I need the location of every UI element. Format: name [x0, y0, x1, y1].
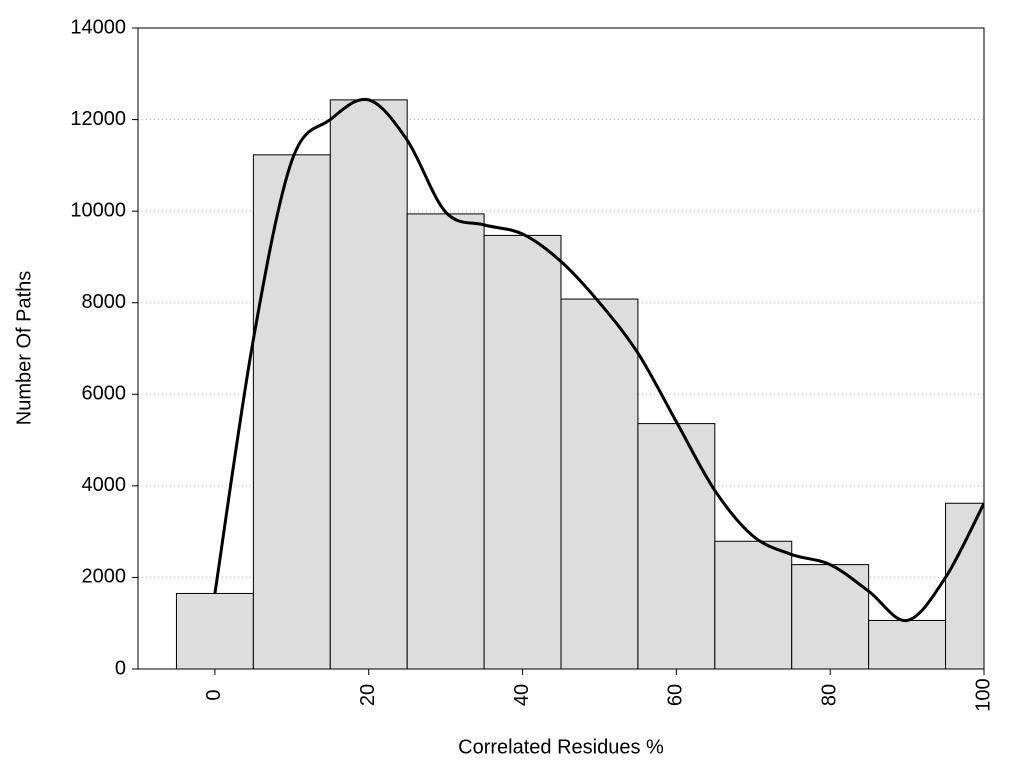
bar	[483, 234, 562, 669]
y-tick-label: 2000	[82, 566, 127, 588]
bar	[406, 213, 485, 669]
bar	[560, 298, 639, 669]
bar	[329, 99, 408, 669]
x-axis-label: Correlated Residues %	[458, 736, 664, 758]
y-tick-label: 0	[115, 657, 126, 679]
bars	[175, 99, 984, 669]
x-tick-label: 60	[665, 684, 687, 706]
x-tick-label: 20	[357, 684, 379, 706]
y-tick-label: 4000	[82, 474, 127, 496]
y-tick-label: 6000	[82, 383, 127, 405]
x-tick-label: 0	[203, 689, 225, 700]
x-tick-label: 100	[972, 678, 994, 711]
bar	[175, 592, 254, 669]
bar	[945, 502, 984, 669]
bar	[791, 564, 870, 669]
bar	[252, 154, 331, 669]
y-tick-label: 14000	[70, 16, 126, 38]
axes: 0 2000 4000 6000 8000 10000 12000 14000 0 20 40 60 8…	[70, 16, 994, 711]
curve	[213, 97, 984, 622]
y-tick-label: 12000	[70, 108, 126, 130]
bar	[637, 423, 716, 669]
bar	[714, 540, 793, 669]
y-axis-label: Number Of Paths	[13, 271, 35, 426]
x-tick-label: 40	[511, 684, 533, 706]
curve-group	[213, 97, 984, 622]
x-tick-label: 80	[818, 684, 840, 706]
y-tick-label: 10000	[70, 199, 126, 221]
bar	[868, 619, 947, 669]
plot-frame	[137, 27, 985, 670]
y-tick-label: 8000	[82, 291, 127, 313]
